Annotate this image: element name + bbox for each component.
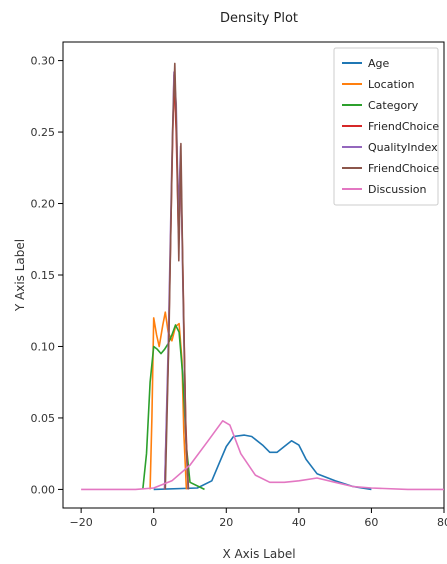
series-line-6 bbox=[81, 420, 444, 491]
series-layer bbox=[81, 62, 444, 491]
y-tick-label: 0.20 bbox=[31, 198, 56, 211]
y-tick-label: 0.30 bbox=[31, 55, 56, 68]
legend-entry: Category bbox=[368, 99, 419, 112]
x-tick-label: 0 bbox=[150, 516, 157, 529]
x-axis-ticks: −20 0 20 40 60 80 bbox=[70, 508, 447, 529]
x-tick-label: −20 bbox=[70, 516, 93, 529]
y-tick-label: 0.10 bbox=[31, 340, 56, 353]
y-axis-label: Y Axis Label bbox=[13, 239, 27, 312]
legend-entry: Location bbox=[368, 78, 415, 91]
x-tick-label: 60 bbox=[364, 516, 378, 529]
y-tick-label: 0.00 bbox=[31, 483, 56, 496]
x-axis-label: X Axis Label bbox=[222, 547, 295, 561]
legend-entry: FriendChoice bbox=[368, 120, 439, 133]
legend-entry: QualityIndex bbox=[368, 141, 438, 154]
y-tick-label: 0.25 bbox=[31, 126, 56, 139]
legend-box bbox=[333, 47, 439, 206]
x-tick-label: 40 bbox=[292, 516, 306, 529]
chart-title: Density Plot bbox=[220, 11, 298, 26]
x-tick-label: 20 bbox=[219, 516, 233, 529]
legend-entry: Age bbox=[368, 57, 390, 70]
series-line-5 bbox=[164, 62, 190, 490]
legend: Age Location Category FriendChoice QualityIn… bbox=[333, 47, 439, 206]
series-line-0 bbox=[153, 434, 372, 491]
x-tick-label: 80 bbox=[437, 516, 447, 529]
legend-entry: Discussion bbox=[368, 183, 427, 196]
y-axis-ticks: 0.00 0.05 0.10 0.15 0.20 0.25 0.30 bbox=[31, 55, 63, 496]
y-tick-label: 0.15 bbox=[31, 269, 56, 282]
legend-entry: FriendChoice bbox=[368, 162, 439, 175]
y-tick-label: 0.05 bbox=[31, 412, 56, 425]
